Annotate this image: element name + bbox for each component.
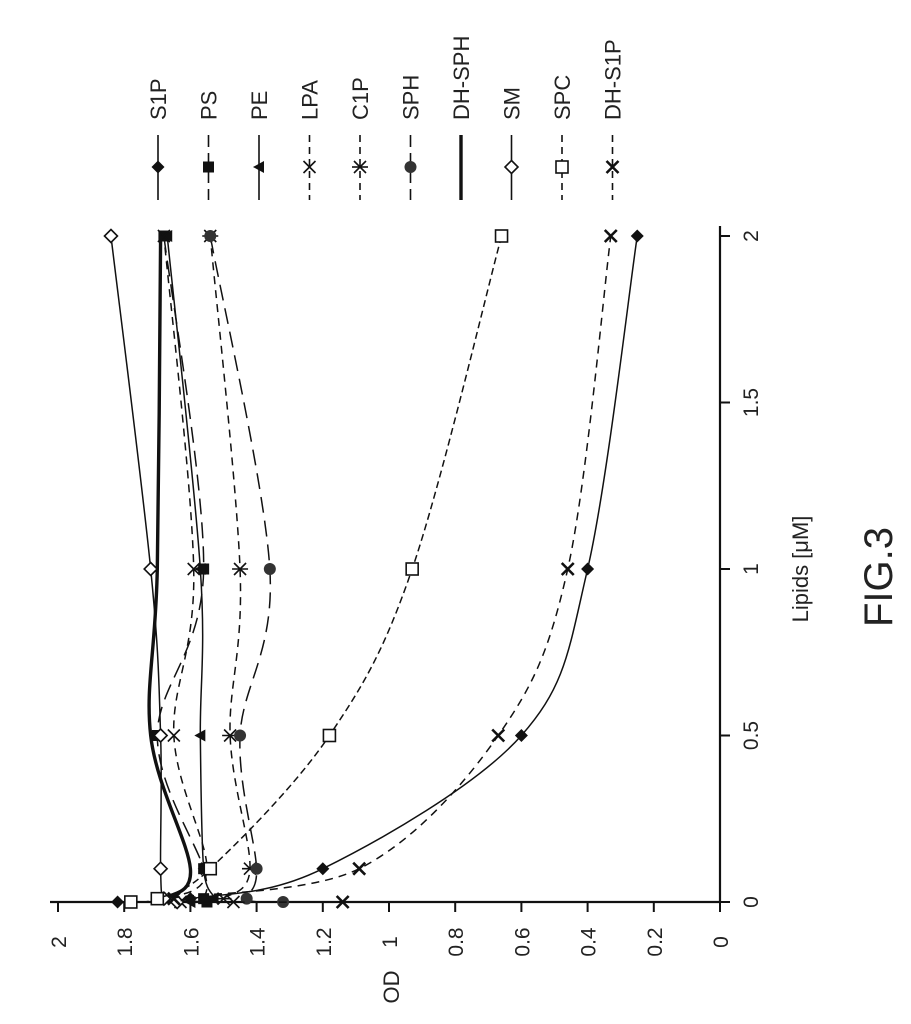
y-tick-label: 0.6 xyxy=(511,927,534,956)
data-point xyxy=(104,230,117,243)
series-spc xyxy=(125,230,508,908)
legend-label: SM xyxy=(500,87,525,120)
data-point xyxy=(144,563,157,576)
y-tick-label: 0 xyxy=(710,936,733,948)
y-tick-label: 0.4 xyxy=(578,927,601,957)
data-point xyxy=(111,896,124,909)
data-point xyxy=(353,863,365,875)
legend-label: SPC xyxy=(550,75,575,120)
data-point xyxy=(151,893,163,905)
data-point xyxy=(562,563,574,575)
y-tick-label: 1.8 xyxy=(114,927,137,956)
legend-item-dh-s1p: DH-S1P xyxy=(601,39,626,200)
legend-label: S1P xyxy=(146,78,171,120)
x-tick-label: 0.5 xyxy=(740,721,763,750)
legend-label: DH-S1P xyxy=(601,39,626,120)
y-tick-label: 1.6 xyxy=(180,927,203,956)
legend-item-spc: SPC xyxy=(550,75,575,200)
legend-swatch-marker xyxy=(556,161,568,173)
y-tick-label: 0.8 xyxy=(445,927,468,956)
x-tick-label: 1.5 xyxy=(740,388,763,417)
data-point xyxy=(492,730,504,742)
x-tick-label: 0 xyxy=(740,896,763,908)
legend-label: DH-SPH xyxy=(449,36,474,120)
y-tick-label: 1 xyxy=(379,936,402,948)
x-axis-title: Lipids [μM] xyxy=(788,516,813,623)
line-chart: 0 0.5 1 1.5 2 0 0.2 0.4 0.6 0.8 1 1.2 1.4 1.6 1.8 2 Lipi… xyxy=(48,226,813,1004)
legend-item-lpa: LPA xyxy=(298,80,323,200)
legend-label: PE xyxy=(247,91,272,120)
legend-label: SPH xyxy=(399,75,424,120)
y-tick-label: 2 xyxy=(48,936,71,948)
data-point xyxy=(154,862,167,875)
legend-item-sph: SPH xyxy=(399,75,424,200)
y-tick-label: 0.2 xyxy=(644,927,667,956)
data-point xyxy=(496,230,508,242)
data-point xyxy=(234,730,246,742)
data-point xyxy=(581,563,594,576)
y-tick-label: 1.2 xyxy=(313,927,336,956)
legend-swatch-marker xyxy=(505,161,518,174)
x-tick-label: 2 xyxy=(740,230,763,242)
legend-swatch-marker xyxy=(152,161,165,174)
legend-item-pe: PE xyxy=(247,91,272,200)
data-point xyxy=(125,896,137,908)
series-line xyxy=(131,236,502,902)
data-point xyxy=(316,862,329,875)
legend-item-sm: SM xyxy=(500,87,525,200)
legend-swatch-marker xyxy=(203,162,214,173)
data-point xyxy=(631,230,644,243)
data-point xyxy=(204,863,216,875)
legend-item-dh-sph: DH-SPH xyxy=(449,36,474,200)
legend-label: C1P xyxy=(348,77,373,120)
legend-label: LPA xyxy=(298,80,323,120)
x-tick-label: 1 xyxy=(740,563,763,575)
legend-item-s1p: S1P xyxy=(146,78,171,200)
legend: S1P PS PE LPA C1P SPH DH-SPH SM SPC DH-S1P xyxy=(146,36,626,200)
series-s1p xyxy=(111,230,644,909)
figure-caption: FIG.3 xyxy=(857,527,901,627)
y-tick-label: 1.4 xyxy=(247,927,270,957)
data-point xyxy=(323,730,335,742)
data-point xyxy=(406,563,418,575)
legend-swatch-marker xyxy=(405,161,417,173)
y-axis-title: OD xyxy=(379,971,404,1004)
legend-item-c1p: C1P xyxy=(348,77,373,200)
legend-label: PS xyxy=(197,91,222,120)
legend-item-ps: PS xyxy=(197,91,222,200)
data-point xyxy=(204,230,216,242)
data-point xyxy=(251,863,263,875)
data-point xyxy=(264,563,276,575)
